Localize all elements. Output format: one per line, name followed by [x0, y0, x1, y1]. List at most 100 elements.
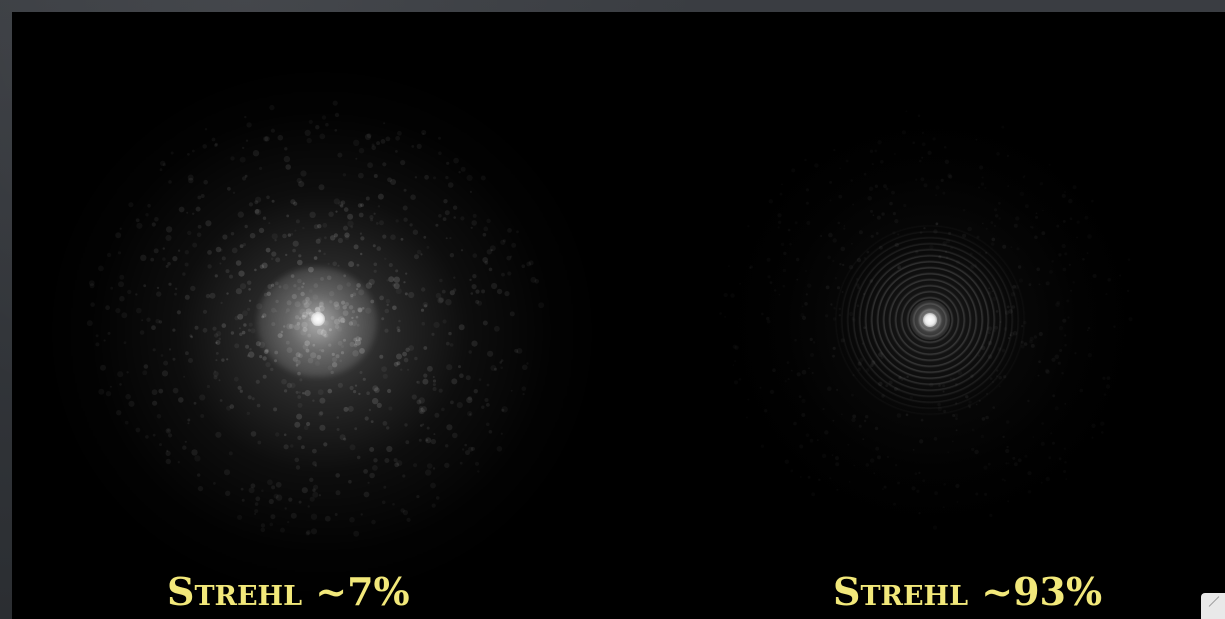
speckle: [452, 432, 458, 439]
speckle: [128, 202, 134, 208]
speckle: [501, 408, 505, 412]
speckle: [282, 233, 287, 239]
speckle: [809, 337, 813, 341]
speckle: [309, 496, 315, 502]
speckle: [221, 256, 226, 261]
speckle: [388, 406, 393, 411]
speckle: [400, 160, 406, 166]
speckle: [197, 473, 201, 477]
speckle: [245, 344, 250, 349]
speckle: [230, 232, 235, 236]
speckle: [117, 251, 122, 255]
speckle: [323, 442, 328, 447]
speckle: [1002, 435, 1005, 439]
speckle: [1001, 126, 1004, 129]
speckle: [195, 206, 201, 212]
speckle: [796, 278, 799, 281]
speckle: [218, 337, 222, 341]
speckle: [880, 355, 884, 359]
speckle: [477, 470, 480, 473]
speckle: [109, 385, 112, 388]
speckle: [315, 125, 320, 130]
speckle: [380, 139, 386, 144]
speckle: [411, 394, 417, 400]
speckle: [449, 343, 454, 347]
speckle: [265, 362, 271, 368]
speckle: [334, 112, 340, 118]
speckle: [396, 361, 401, 366]
speckle: [413, 463, 418, 468]
speckle: [500, 366, 504, 370]
speckle: [1020, 340, 1024, 344]
speckle: [162, 247, 165, 250]
speckle: [170, 151, 174, 155]
speckle: [430, 438, 437, 445]
speckle: [153, 248, 159, 254]
resize-handle-icon[interactable]: [1201, 593, 1225, 619]
speckle: [889, 201, 893, 206]
speckle: [496, 446, 503, 452]
speckle: [343, 225, 348, 231]
speckle: [412, 229, 419, 235]
speckle: [172, 328, 176, 332]
speckle: [254, 208, 262, 216]
speckle: [526, 261, 532, 267]
speckle: [177, 249, 181, 252]
speckle: [296, 413, 303, 420]
speckle: [267, 479, 273, 486]
speckle: [115, 232, 122, 239]
speckle: [382, 162, 387, 167]
speckle: [248, 288, 251, 291]
speckle: [1002, 244, 1007, 249]
speckle: [231, 247, 238, 254]
speckle: [373, 262, 378, 267]
speckle: [888, 380, 893, 385]
speckle: [358, 392, 361, 396]
speckle: [981, 417, 986, 421]
speckle: [423, 346, 428, 350]
speckle: [98, 388, 105, 395]
speckle: [444, 210, 450, 216]
speckle: [422, 423, 425, 426]
speckle: [988, 287, 991, 290]
speckle: [246, 354, 250, 358]
speckle: [205, 293, 211, 299]
speckle: [1034, 235, 1038, 240]
speckle: [145, 213, 149, 217]
speckle: [349, 444, 356, 451]
speckle: [185, 351, 189, 356]
speckle: [432, 383, 436, 387]
speckle: [841, 291, 844, 293]
speckle: [340, 204, 344, 208]
speckle: [471, 284, 477, 290]
speckle: [225, 269, 230, 274]
speckle: [1023, 342, 1028, 346]
speckle: [424, 174, 429, 180]
speckle: [187, 230, 192, 236]
speckle: [379, 354, 384, 359]
speckle: [287, 233, 292, 237]
speckle: [174, 292, 177, 296]
speckle: [261, 489, 264, 493]
speckle: [398, 319, 401, 323]
speckle: [444, 462, 450, 468]
speckle: [384, 308, 390, 314]
speckle: [237, 211, 244, 218]
speckle: [252, 150, 260, 157]
speckle: [825, 285, 830, 290]
speckle: [368, 278, 375, 285]
speckle: [373, 212, 376, 215]
speckle: [999, 321, 1002, 323]
speckle: [832, 346, 836, 350]
speckle: [260, 523, 266, 528]
speckle: [469, 190, 472, 193]
speckle: [284, 147, 288, 151]
speckle: [283, 155, 291, 163]
speckle: [426, 463, 433, 469]
speckle: [354, 384, 358, 387]
speckle: [382, 421, 388, 426]
speckle: [337, 152, 343, 158]
speckle: [254, 200, 259, 205]
speckle: [384, 257, 387, 260]
speckle: [312, 491, 319, 498]
